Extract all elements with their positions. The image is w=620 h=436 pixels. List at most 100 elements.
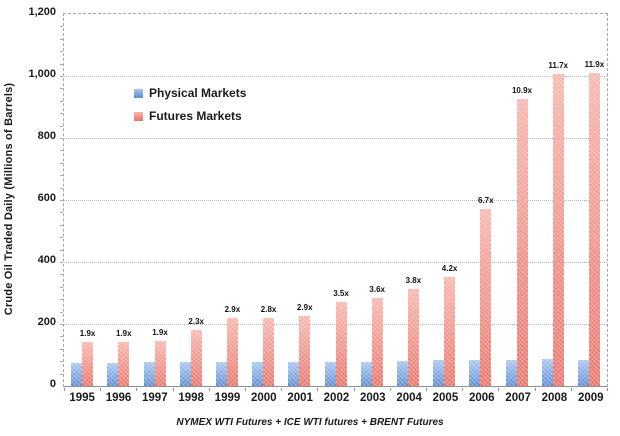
y-tick-label-1,200: 1,200 — [28, 6, 56, 18]
x-axis-tick — [607, 388, 608, 391]
x-label-2004: 2004 — [396, 392, 422, 404]
legend: Physical Markets Futures Markets — [134, 86, 246, 123]
bar-physical-1999 — [215, 362, 227, 386]
y-axis-minor-tick — [60, 125, 63, 127]
y-axis-minor-tick — [60, 224, 63, 226]
x-label-2008: 2008 — [541, 392, 568, 404]
x-axis-tick — [570, 388, 572, 391]
y-axis-minor-tick — [60, 51, 63, 53]
y-axis-minor-tick — [60, 187, 63, 189]
gridline-800 — [64, 138, 607, 139]
gridline-400 — [64, 262, 607, 263]
bar-multiplier-label-2009: 11.9x — [584, 59, 605, 69]
x-axis-tick — [172, 388, 174, 391]
bar-futures-1998 — [190, 330, 202, 386]
bar-futures-2004 — [407, 289, 419, 386]
bar-multiplier-label-2003: 3.6x — [369, 284, 385, 294]
y-axis-minor-tick — [60, 324, 63, 325]
y-axis-minor-tick — [60, 26, 63, 28]
bar-physical-2007 — [505, 359, 517, 387]
y-axis-minor-tick — [60, 200, 63, 201]
x-axis-tick — [136, 388, 138, 391]
bar-multiplier-label-1997: 1.9x — [152, 327, 168, 337]
bar-multiplier-label-2007: 10.9x — [511, 85, 533, 95]
bar-physical-2008 — [541, 359, 553, 386]
bar-futures-1999 — [226, 317, 238, 387]
y-axis-minor-tick — [60, 299, 63, 301]
x-label-2009: 2009 — [577, 392, 604, 404]
bar-multiplier-label-1996: 1.9x — [116, 328, 132, 338]
y-tick-label-0: 0 — [49, 378, 56, 390]
y-axis-minor-tick — [60, 373, 63, 375]
x-label-2002: 2002 — [323, 392, 350, 404]
bar-multiplier-label-1995: 1.9x — [79, 328, 96, 338]
x-axis-tick — [389, 388, 391, 391]
bar-multiplier-label-2000: 2.8x — [260, 305, 277, 315]
bar-multiplier-label-2008: 11.7x — [548, 61, 568, 71]
bar-futures-2007 — [516, 98, 528, 387]
x-label-1998: 1998 — [178, 392, 204, 404]
bar-futures-2005 — [444, 276, 456, 387]
x-label-2001: 2001 — [287, 392, 313, 404]
bar-physical-2006 — [469, 359, 481, 387]
legend-item-physical-markets: Physical Markets — [134, 86, 246, 100]
bar-multiplier-label-2001: 2.9x — [297, 302, 313, 312]
bar-physical-2004 — [396, 360, 408, 387]
x-label-1997: 1997 — [142, 392, 168, 404]
y-axis-minor-tick — [60, 262, 63, 263]
x-axis-tick — [281, 388, 283, 391]
x-axis-tick — [498, 388, 500, 391]
y-tick-label-800: 800 — [37, 130, 56, 142]
gridline-1000 — [64, 76, 607, 77]
bar-futures-2000 — [263, 318, 275, 386]
y-axis-minor-tick — [60, 113, 63, 115]
x-label-1995: 1995 — [69, 392, 95, 404]
bar-futures-1996 — [118, 341, 130, 387]
y-axis-minor-tick — [60, 138, 63, 139]
bar-physical-2000 — [252, 361, 264, 387]
y-axis-minor-tick — [60, 348, 63, 350]
bar-futures-2006 — [480, 209, 492, 386]
bar-physical-2009 — [577, 359, 589, 387]
x-label-1996: 1996 — [105, 392, 132, 404]
y-axis-minor-tick — [60, 175, 63, 177]
x-axis-tick — [534, 388, 536, 391]
bar-multiplier-label-1998: 2.3x — [188, 317, 204, 327]
x-axis-footnote: NYMEX WTI Futures + ICE WTI futures + BR… — [176, 417, 444, 428]
physical-markets-swatch-icon — [134, 88, 143, 98]
y-axis-minor-tick — [60, 274, 63, 276]
y-axis-minor-tick — [60, 311, 63, 313]
legend-label-physical-markets: Physical Markets — [149, 86, 247, 100]
plot-area: Physical Markets Futures Markets 1.9x 1.9… — [60, 13, 608, 387]
x-axis-tick — [353, 388, 355, 391]
bar-physical-2003 — [360, 361, 372, 387]
y-axis-minor-tick — [60, 63, 63, 65]
x-axis-tick — [245, 388, 246, 391]
bar-futures-2001 — [299, 315, 311, 387]
bar-multiplier-label-2006: 6.7x — [478, 196, 494, 206]
y-axis-minor-tick — [60, 336, 63, 338]
x-axis-tick — [462, 388, 464, 391]
y-axis-minor-tick — [60, 237, 63, 239]
bar-physical-1998 — [179, 361, 191, 387]
x-axis-tick — [64, 388, 65, 391]
bar-physical-1997 — [143, 362, 155, 386]
bar-futures-1995 — [82, 341, 94, 387]
y-axis-minor-tick — [60, 286, 63, 288]
bar-physical-2002 — [324, 362, 336, 386]
y-axis-minor-tick — [60, 212, 63, 214]
x-label-2005: 2005 — [432, 392, 459, 404]
y-axis-minor-tick — [60, 361, 63, 363]
x-axis-tick — [100, 388, 102, 391]
y-axis-minor-tick — [60, 100, 63, 102]
bar-physical-1996 — [107, 362, 119, 387]
x-label-2000: 2000 — [251, 392, 277, 404]
bar-futures-2003 — [371, 297, 383, 387]
y-axis-minor-tick — [60, 162, 63, 164]
y-axis-minor-tick — [60, 249, 63, 251]
bar-physical-2005 — [433, 359, 445, 387]
x-axis-tick — [426, 388, 427, 391]
y-tick-label-1,000: 1,000 — [28, 68, 56, 80]
y-tick-label-600: 600 — [37, 192, 56, 204]
y-axis-minor-tick — [60, 88, 63, 90]
